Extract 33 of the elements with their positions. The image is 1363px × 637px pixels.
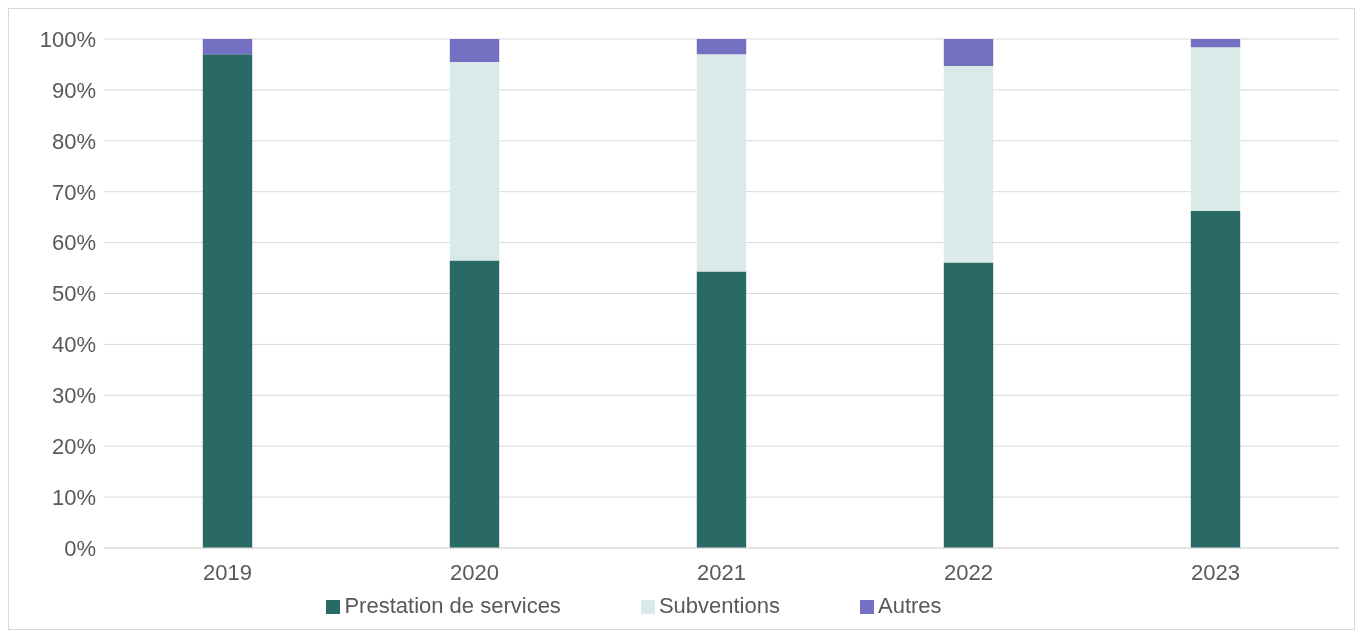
x-tick-label: 2020 (450, 559, 499, 585)
bar (696, 39, 747, 55)
bar (696, 271, 747, 548)
x-tick-label: 2023 (1191, 559, 1240, 585)
bar (1190, 47, 1241, 212)
y-tick-label: 60% (51, 230, 96, 256)
y-tick-label: 90% (51, 77, 96, 103)
y-tick-label: 40% (51, 332, 96, 358)
bar (943, 262, 994, 548)
bar (943, 39, 994, 66)
y-tick-label: 30% (51, 383, 96, 409)
legend-label: Prestation de services (344, 593, 561, 618)
bar (449, 61, 500, 261)
bar (449, 39, 500, 62)
bar (449, 260, 500, 548)
y-tick-label: 0% (64, 535, 96, 561)
bar (1190, 211, 1241, 548)
x-tick-label: 2021 (697, 559, 746, 585)
y-tick-label: 70% (51, 179, 96, 205)
x-tick-label: 2022 (944, 559, 993, 585)
y-tick-label: 10% (51, 484, 96, 510)
y-tick-label: 80% (51, 128, 96, 154)
y-tick-label: 100% (39, 26, 96, 52)
bar (1190, 39, 1241, 48)
y-tick-label: 20% (51, 434, 96, 460)
x-tick-label: 2019 (203, 559, 252, 585)
bar (202, 54, 253, 548)
legend-label: Subventions (658, 593, 780, 618)
bar (696, 54, 747, 272)
bar (202, 39, 253, 55)
bar (943, 65, 994, 263)
y-tick-label: 50% (51, 281, 96, 307)
legend-label: Autres (877, 593, 942, 618)
